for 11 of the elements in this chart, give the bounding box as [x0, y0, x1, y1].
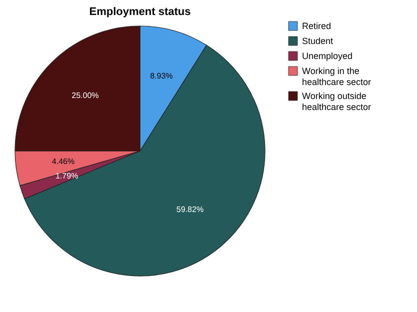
legend-label: Working in the healthcare sector [302, 66, 372, 87]
data-label: 4.46% [52, 156, 75, 166]
legend-label: Working outside healthcare sector [302, 91, 372, 112]
legend-label: Retired [302, 21, 332, 31]
chart-title: Employment status [89, 6, 191, 18]
data-label: 1.79% [56, 172, 78, 181]
legend-label: Unemployed [302, 51, 353, 61]
data-label: 8.93% [150, 72, 173, 81]
data-label: 25.00% [72, 91, 99, 100]
legend-label: Student [302, 36, 334, 46]
data-label: 59.82% [176, 205, 204, 214]
